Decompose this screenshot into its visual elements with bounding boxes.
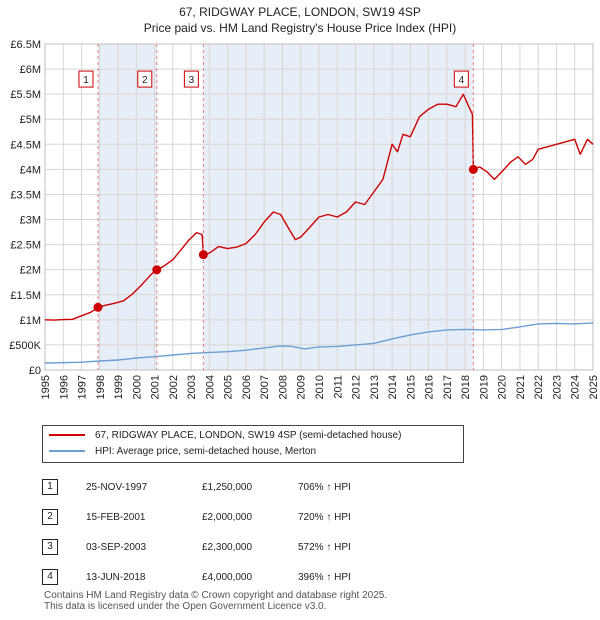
sale-point (152, 265, 162, 275)
sale-label-box (78, 70, 94, 88)
x-tick-label: 2021 (515, 375, 527, 399)
sales-table: 1 25-NOV-1997 £1,250,000 706% ↑ HPI 2 15… (42, 472, 388, 592)
sale-date: 03-SEP-2003 (86, 541, 147, 553)
footer-line-2: This data is licensed under the Open Gov… (44, 601, 327, 612)
y-tick-label: £6.5M (10, 39, 41, 51)
x-tick-label: 1996 (58, 375, 70, 399)
y-tick-label: £3.5M (10, 189, 41, 201)
sale-hpi: 572% ↑ HPI (298, 541, 351, 553)
y-tick-label: £1.5M (10, 290, 41, 302)
x-tick-label: 1998 (95, 375, 107, 399)
x-tick-label: 1999 (113, 375, 125, 399)
sale-price: £1,250,000 (202, 481, 253, 493)
sale-label-box (183, 70, 199, 88)
sale-hpi: 706% ↑ HPI (298, 481, 351, 493)
price-line (44, 93, 594, 321)
chart-plot: £0 £500K £1M £1.5M £2M £2.5M £3M £3.5M £4M £4.5M £… (9, 39, 600, 399)
sale-point (93, 302, 103, 312)
sale-number-badge: 2 (42, 509, 58, 525)
sale-point (198, 250, 208, 260)
y-tick-label: £5M (20, 114, 41, 126)
sale-hpi: 720% ↑ HPI (298, 511, 351, 523)
y-tick-label: £3M (20, 215, 41, 227)
sale-label-number: 2 (142, 75, 148, 86)
x-tick-label: 2017 (442, 375, 454, 399)
sale-number-badge: 4 (42, 569, 58, 585)
x-tick-label: 2009 (296, 375, 308, 399)
x-tick-label: 2012 (351, 375, 363, 399)
sale-label-box (137, 70, 153, 88)
ownership-shade (203, 44, 474, 370)
y-tick-label: £500K (9, 340, 41, 352)
footer-attribution: Contains HM Land Registry data © Crown c… (44, 590, 387, 612)
y-tick-label: £4.5M (10, 139, 41, 151)
sale-label-box (453, 70, 469, 88)
sale-label-number: 1 (83, 75, 89, 86)
subtitle-text: Price paid vs. HM Land Registry's House … (143, 21, 457, 35)
sale-date: 15-FEB-2001 (86, 511, 146, 523)
legend-item-property: 67, RIDGWAY PLACE, LONDON, SW19 4SP (sem… (49, 429, 401, 443)
legend: 67, RIDGWAY PLACE, LONDON, SW19 4SP (sem… (42, 425, 464, 463)
footer-line-1: Contains HM Land Registry data © Crown c… (44, 590, 388, 601)
sale-price: £2,000,000 (202, 511, 253, 523)
x-tick-label: 1997 (77, 375, 89, 399)
y-tick-label: £2M (20, 265, 41, 277)
x-tick-label: 2011 (332, 375, 344, 399)
x-tick-label: 2000 (131, 375, 143, 399)
x-tick-label: 2006 (241, 375, 253, 399)
x-tick-label: 2007 (259, 375, 271, 399)
legend-swatch-hpi (49, 450, 85, 453)
x-tick-label: 1995 (40, 375, 52, 399)
x-tick-label: 2005 (223, 375, 235, 399)
y-tick-label: £2.5M (10, 240, 41, 252)
sale-price: £4,000,000 (202, 571, 253, 583)
ownership-shade (97, 44, 157, 370)
sale-date: 13-JUN-2018 (86, 571, 146, 583)
sale-price: £2,300,000 (202, 541, 253, 553)
y-tick-label: £1M (20, 315, 41, 327)
x-tick-label: 2015 (405, 375, 417, 399)
plot-border (44, 43, 594, 371)
x-tick-label: 2018 (460, 375, 472, 399)
table-row: 3 03-SEP-2003 £2,300,000 572% ↑ HPI (42, 532, 388, 562)
y-tick-label: £5.5M (10, 89, 41, 101)
y-tick-label: £4M (20, 164, 41, 176)
x-tick-label: 2004 (204, 375, 216, 399)
x-tick-label: 2014 (387, 375, 399, 399)
x-tick-label: 2001 (150, 375, 162, 399)
x-tick-label: 2010 (314, 375, 326, 399)
x-tick-label: 2008 (277, 375, 289, 399)
legend-swatch-property (49, 434, 85, 437)
x-tick-label: 2025 (588, 375, 600, 399)
x-tick-label: 2022 (533, 375, 545, 399)
x-tick-label: 2024 (570, 375, 582, 399)
sale-label-number: 3 (189, 75, 195, 86)
x-tick-label: 2002 (168, 375, 180, 399)
table-row: 2 15-FEB-2001 £2,000,000 720% ↑ HPI (42, 502, 388, 532)
sale-label-number: 4 (459, 75, 465, 86)
x-tick-label: 2016 (424, 375, 436, 399)
table-row: 1 25-NOV-1997 £1,250,000 706% ↑ HPI (42, 472, 388, 502)
legend-label-hpi: HPI: Average price, semi-detached house,… (95, 446, 317, 457)
table-row: 4 13-JUN-2018 £4,000,000 396% ↑ HPI (42, 562, 388, 592)
x-tick-label: 2020 (497, 375, 509, 399)
sale-hpi: 396% ↑ HPI (298, 571, 351, 583)
x-tick-label: 2023 (551, 375, 563, 399)
sale-date: 25-NOV-1997 (86, 481, 148, 493)
sale-number-badge: 1 (42, 479, 58, 495)
legend-item-hpi: HPI: Average price, semi-detached house,… (49, 445, 316, 459)
x-tick-label: 2019 (478, 375, 490, 399)
sale-point (468, 164, 478, 174)
y-tick-label: £6M (20, 64, 41, 76)
chart-title: 67, RIDGWAY PLACE, LONDON, SW19 4SP Pric… (0, 4, 600, 36)
legend-label-property: 67, RIDGWAY PLACE, LONDON, SW19 4SP (sem… (95, 430, 402, 441)
x-tick-label: 2003 (186, 375, 198, 399)
sale-number-badge: 3 (42, 539, 58, 555)
y-tick-label: £0 (29, 365, 41, 377)
title-text: 67, RIDGWAY PLACE, LONDON, SW19 4SP (179, 5, 421, 19)
hpi-line (44, 322, 594, 364)
x-tick-label: 2013 (369, 375, 381, 399)
